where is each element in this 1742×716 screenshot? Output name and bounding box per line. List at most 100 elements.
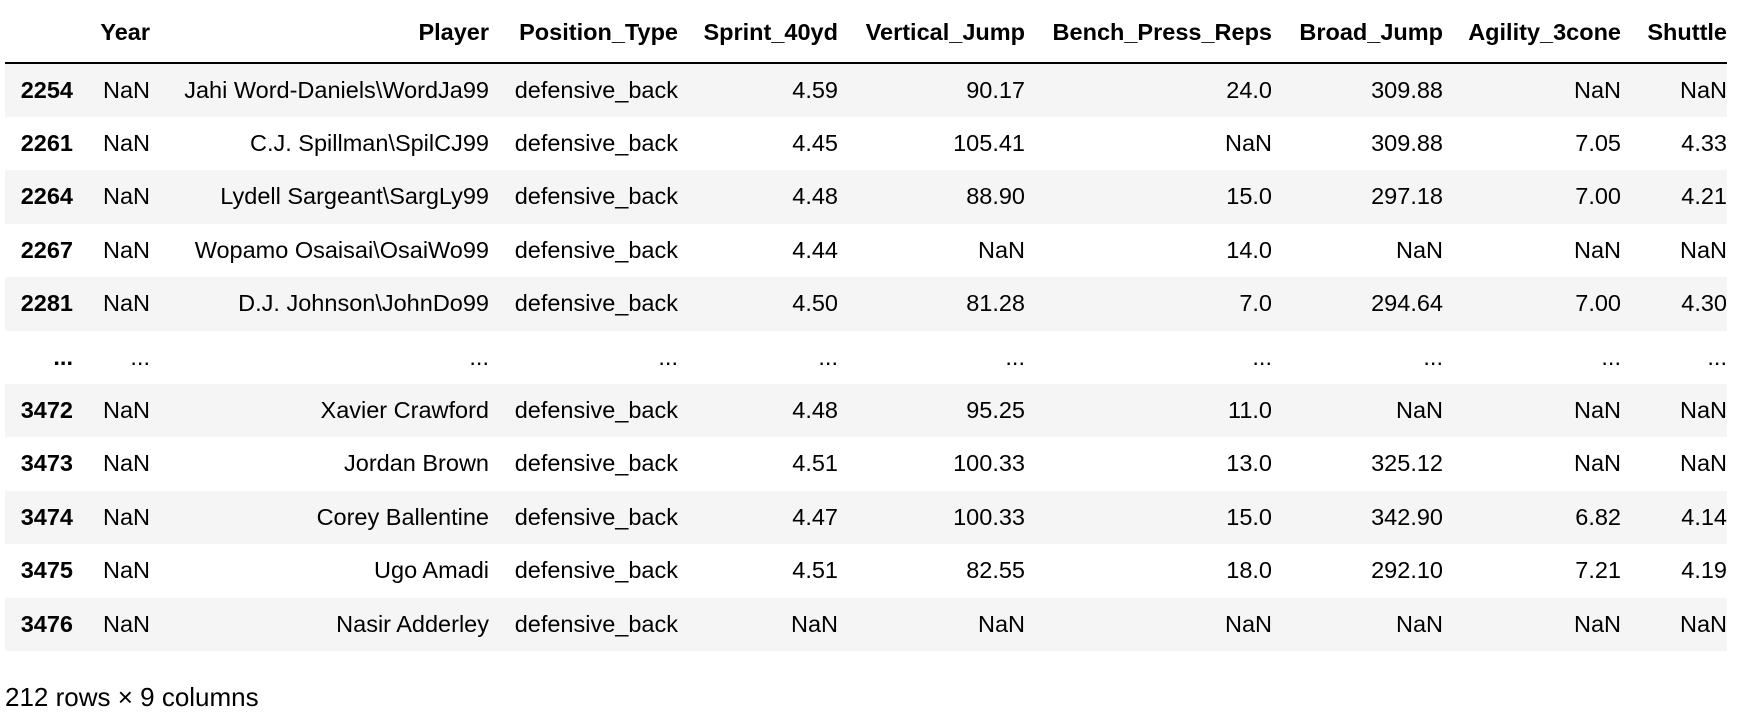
- table-row: 2261 NaN C.J. Spillman\SpilCJ99 defensive_b…: [5, 116, 1727, 170]
- cell-vertical-jump: 90.17: [966, 76, 1025, 103]
- column-header-position-type: Position_Type: [489, 6, 678, 64]
- row-index: 2261: [20, 129, 73, 156]
- cell-broad-jump: ...: [1423, 343, 1443, 370]
- table-row: 2281 NaN D.J. Johnson\JohnDo99 defensive_ba…: [5, 277, 1727, 331]
- cell-shuttle: ...: [1707, 343, 1727, 370]
- cell-player: Jordan Brown: [344, 450, 489, 477]
- row-index: 2267: [20, 236, 73, 263]
- cell-player: Nasir Adderley: [336, 610, 489, 637]
- table-body: 2254 NaN Jahi Word-Daniels\WordJa99 defensi…: [5, 63, 1727, 651]
- cell-year: NaN: [102, 183, 150, 210]
- cell-vertical-jump: 100.33: [953, 450, 1025, 477]
- cell-year: NaN: [102, 610, 150, 637]
- cell-sprint-40yd: 4.51: [792, 557, 838, 584]
- cell-position-type: defensive_back: [514, 396, 678, 423]
- cell-year: NaN: [102, 76, 150, 103]
- cell-agility-3cone: NaN: [1573, 610, 1621, 637]
- cell-agility-3cone: 6.82: [1575, 503, 1621, 530]
- cell-shuttle: NaN: [1679, 396, 1727, 423]
- column-header-agility-3cone: Agility_3cone: [1443, 6, 1621, 64]
- cell-vertical-jump: 82.55: [966, 557, 1025, 584]
- cell-sprint-40yd: 4.59: [792, 76, 838, 103]
- cell-bench-press-reps: ...: [1252, 343, 1272, 370]
- cell-player: ...: [469, 343, 489, 370]
- cell-broad-jump: 342.90: [1371, 503, 1443, 530]
- index-header: [5, 6, 73, 64]
- cell-agility-3cone: 7.21: [1575, 557, 1621, 584]
- cell-broad-jump: 297.18: [1371, 183, 1443, 210]
- cell-year: NaN: [102, 129, 150, 156]
- cell-year: NaN: [102, 557, 150, 584]
- cell-bench-press-reps: 15.0: [1226, 183, 1272, 210]
- row-index: 3474: [20, 503, 73, 530]
- cell-agility-3cone: NaN: [1573, 236, 1621, 263]
- cell-sprint-40yd: 4.45: [792, 129, 838, 156]
- cell-vertical-jump: NaN: [977, 610, 1025, 637]
- cell-position-type: defensive_back: [514, 503, 678, 530]
- cell-shuttle: 4.33: [1681, 129, 1727, 156]
- table-row: 3475 NaN Ugo Amadi defensive_back 4.51 82.55 1…: [5, 544, 1727, 598]
- cell-vertical-jump: ...: [1005, 343, 1025, 370]
- cell-shuttle: 4.19: [1681, 557, 1727, 584]
- table-header: Year Player Position_Type Sprint_40yd Ve…: [5, 6, 1727, 64]
- cell-bench-press-reps: 18.0: [1226, 557, 1272, 584]
- cell-year: NaN: [102, 236, 150, 263]
- cell-year: NaN: [102, 290, 150, 317]
- cell-broad-jump: 294.64: [1371, 290, 1443, 317]
- table-row: 2264 NaN Lydell Sargeant\SargLy99 defensive…: [5, 170, 1727, 224]
- cell-year: NaN: [102, 503, 150, 530]
- cell-vertical-jump: 100.33: [953, 503, 1025, 530]
- row-index: 3475: [20, 557, 73, 584]
- table-row: 3476 NaN Nasir Adderley defensive_back NaN Na…: [5, 597, 1727, 651]
- cell-vertical-jump: 88.90: [966, 183, 1025, 210]
- dataframe-output: Year Player Position_Type Sprint_40yd Ve…: [5, 6, 1742, 651]
- cell-vertical-jump: 95.25: [966, 396, 1025, 423]
- table-row: 3472 NaN Xavier Crawford defensive_back 4.48…: [5, 383, 1727, 437]
- cell-bench-press-reps: 7.0: [1239, 290, 1272, 317]
- cell-position-type: defensive_back: [514, 450, 678, 477]
- cell-position-type: defensive_back: [514, 557, 678, 584]
- cell-bench-press-reps: 11.0: [1228, 396, 1272, 423]
- cell-year: ...: [130, 343, 150, 370]
- cell-position-type: defensive_back: [514, 290, 678, 317]
- row-index: 3473: [20, 450, 73, 477]
- cell-year: NaN: [102, 450, 150, 477]
- column-header-player: Player: [150, 6, 489, 64]
- cell-player: Wopamo Osaisai\OsaiWo99: [194, 236, 489, 263]
- cell-sprint-40yd: 4.44: [792, 236, 838, 263]
- cell-player: C.J. Spillman\SpilCJ99: [249, 129, 489, 156]
- cell-broad-jump: 292.10: [1371, 557, 1443, 584]
- column-header-shuttle: Shuttle: [1621, 6, 1727, 64]
- cell-agility-3cone: 7.00: [1575, 290, 1621, 317]
- cell-shuttle: NaN: [1679, 76, 1727, 103]
- cell-broad-jump: NaN: [1395, 236, 1443, 263]
- cell-player: Xavier Crawford: [320, 396, 489, 423]
- cell-position-type: ...: [658, 343, 678, 370]
- cell-sprint-40yd: 4.51: [792, 450, 838, 477]
- cell-bench-press-reps: NaN: [1224, 610, 1272, 637]
- cell-shuttle: 4.30: [1681, 290, 1727, 317]
- cell-player: D.J. Johnson\JohnDo99: [238, 290, 489, 317]
- cell-position-type: defensive_back: [514, 76, 678, 103]
- cell-broad-jump: 309.88: [1371, 129, 1443, 156]
- cell-shuttle: 4.14: [1681, 503, 1727, 530]
- ellipsis-row: ..............................: [5, 330, 1727, 384]
- row-index: 2281: [20, 290, 73, 317]
- cell-position-type: defensive_back: [514, 183, 678, 210]
- cell-sprint-40yd: 4.50: [792, 290, 838, 317]
- cell-agility-3cone: NaN: [1573, 76, 1621, 103]
- cell-vertical-jump: 105.41: [953, 129, 1025, 156]
- row-index: ...: [53, 343, 73, 370]
- cell-year: NaN: [102, 396, 150, 423]
- cell-agility-3cone: 7.00: [1575, 183, 1621, 210]
- cell-player: Corey Ballentine: [316, 503, 489, 530]
- cell-broad-jump: NaN: [1395, 396, 1443, 423]
- cell-agility-3cone: ...: [1601, 343, 1621, 370]
- cell-bench-press-reps: 14.0: [1226, 236, 1272, 263]
- table-row: 2267 NaN Wopamo Osaisai\OsaiWo99 defensive_…: [5, 223, 1727, 277]
- cell-position-type: defensive_back: [514, 129, 678, 156]
- row-index: 3472: [20, 396, 73, 423]
- cell-sprint-40yd: ...: [818, 343, 838, 370]
- header-row: Year Player Position_Type Sprint_40yd Ve…: [5, 6, 1727, 64]
- row-index: 2264: [20, 183, 73, 210]
